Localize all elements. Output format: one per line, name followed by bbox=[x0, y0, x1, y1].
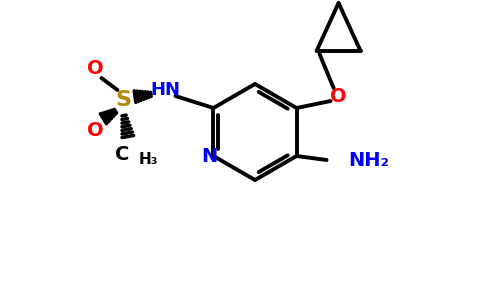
Text: HN: HN bbox=[151, 81, 181, 99]
Text: O: O bbox=[87, 58, 104, 77]
Text: H₃: H₃ bbox=[138, 152, 158, 167]
Text: C: C bbox=[115, 145, 130, 164]
Text: S: S bbox=[115, 90, 132, 110]
Text: O: O bbox=[330, 86, 347, 106]
Text: O: O bbox=[87, 121, 104, 140]
Text: N: N bbox=[201, 146, 217, 166]
Text: NH₂: NH₂ bbox=[348, 152, 390, 170]
